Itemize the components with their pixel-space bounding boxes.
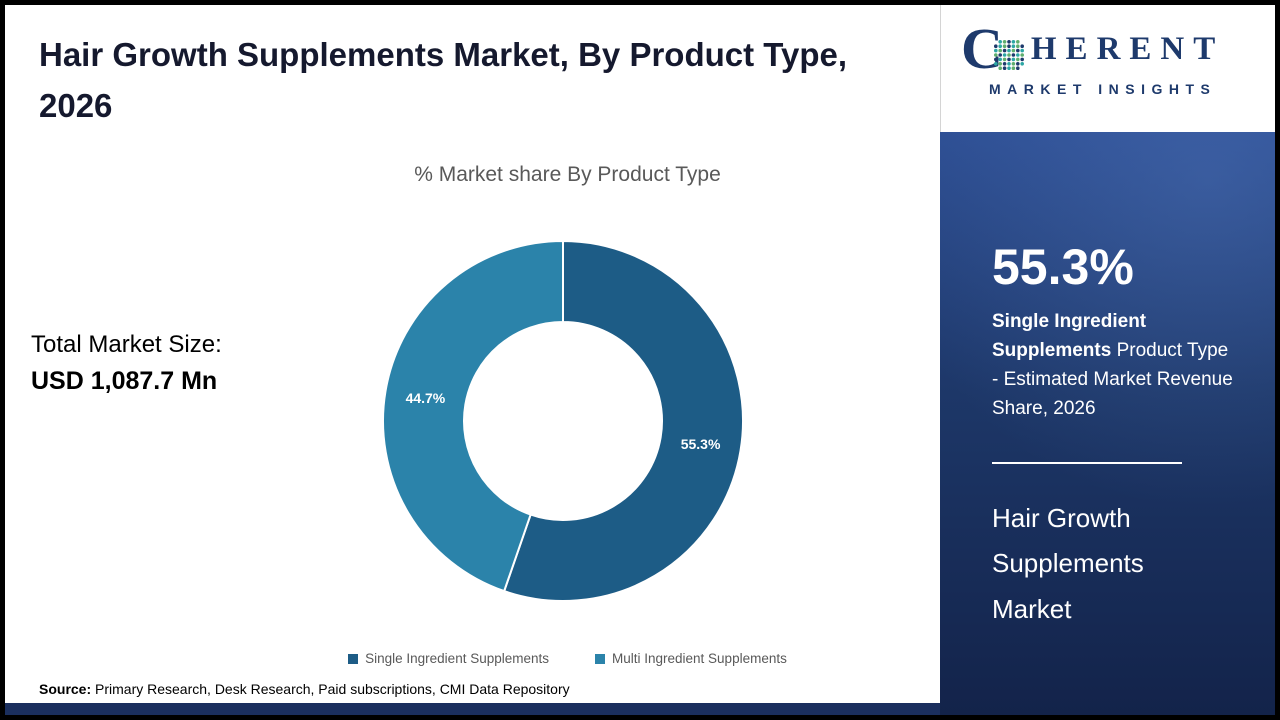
highlight-percentage: 55.3% — [992, 239, 1134, 295]
source-note: Source: Primary Research, Desk Research,… — [39, 681, 570, 697]
highlight-description-rest: Product Type - Estimated Market Revenue … — [992, 339, 1233, 419]
highlight-description-bold: Single Ingredient Supplements — [992, 311, 1147, 361]
highlight-description: Single Ingredient Supplements Product Ty… — [992, 308, 1234, 424]
legend-label: Multi Ingredient Supplements — [612, 651, 787, 666]
donut-label-0: 55.3% — [681, 436, 721, 452]
logo-globe-icon — [993, 40, 1024, 71]
divider-line — [992, 461, 1182, 464]
legend-swatch-icon — [595, 653, 605, 664]
chart-title: % Market share By Product Type — [414, 163, 721, 186]
donut-chart: 55.3% 44.7% — [382, 240, 744, 602]
legend-item: Single Ingredient Supplements — [348, 651, 549, 666]
logo-area: C HERENT MARKET INSIGHTS — [940, 5, 1275, 132]
chart-panel: Hair Growth Supplements Market, By Produ… — [5, 5, 940, 715]
donut-segment-0 — [503, 240, 744, 602]
panel-market-title: Hair Growth Supplements Market — [992, 502, 1144, 624]
total-market-size-value: USD 1,087.7 Mn — [31, 367, 218, 395]
highlight-panel: 55.3% Single Ingredient Supplements Prod… — [940, 132, 1275, 715]
chart-legend: Single Ingredient Supplements Multi Ingre… — [195, 651, 940, 666]
page-title: Hair Growth Supplements Market, By Produ… — [39, 36, 848, 125]
source-label: Source: — [39, 681, 92, 697]
footer-accent-bar — [5, 703, 940, 715]
legend-label: Single Ingredient Supplements — [365, 651, 549, 666]
coherent-logo: C HERENT — [961, 16, 1275, 81]
logo-letter-c: C — [961, 16, 1003, 81]
donut-label-1: 44.7% — [406, 390, 446, 406]
source-text: Primary Research, Desk Research, Paid su… — [91, 681, 570, 697]
legend-item: Multi Ingredient Supplements — [595, 651, 787, 666]
logo-text: HERENT — [1030, 30, 1225, 67]
logo-subtext: MARKET INSIGHTS — [989, 81, 1217, 98]
total-market-size-label: Total Market Size: — [31, 331, 222, 358]
donut-segment-1 — [382, 240, 564, 593]
legend-swatch-icon — [348, 653, 359, 664]
